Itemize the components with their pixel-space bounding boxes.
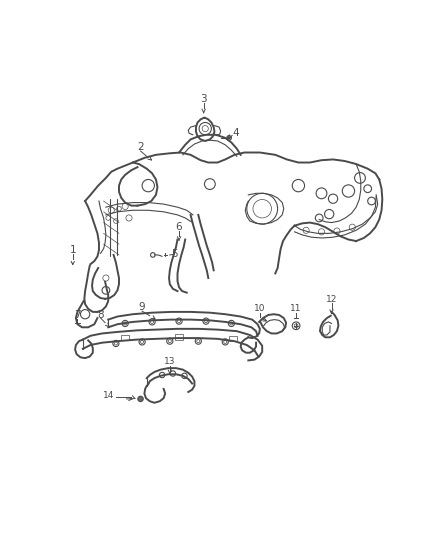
Text: 3: 3 <box>200 94 207 104</box>
Text: 2: 2 <box>137 142 144 152</box>
Text: 14: 14 <box>102 391 114 400</box>
Text: 4: 4 <box>233 128 239 138</box>
Text: 8: 8 <box>97 310 104 320</box>
Text: 1: 1 <box>70 245 76 255</box>
Circle shape <box>138 396 143 401</box>
Text: 6: 6 <box>176 222 182 232</box>
Text: 7: 7 <box>74 310 81 320</box>
Text: 5: 5 <box>171 249 178 259</box>
Text: 12: 12 <box>326 295 337 304</box>
Text: 9: 9 <box>139 302 145 312</box>
Text: 11: 11 <box>290 304 302 313</box>
Text: 10: 10 <box>254 304 265 313</box>
Text: 13: 13 <box>164 358 176 367</box>
